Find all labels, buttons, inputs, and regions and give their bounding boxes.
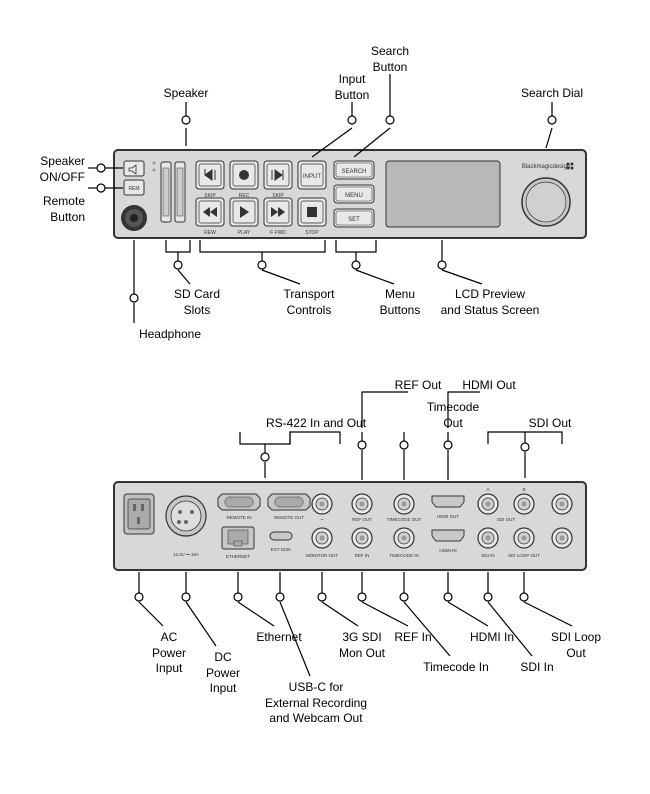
label-sdi-mon: 3G SDI Mon Out: [332, 630, 392, 661]
svg-text:EXT DISK: EXT DISK: [271, 547, 291, 552]
front-panel: REM SKIP REC SKIP INPUT REW: [114, 150, 586, 238]
svg-text:TIMECODE IN: TIMECODE IN: [389, 553, 419, 558]
label-ethernet: Ethernet: [249, 630, 309, 646]
label-ref-out: REF Out: [388, 378, 448, 394]
svg-text:SEARCH: SEARCH: [341, 169, 366, 175]
svg-text:HDMI OUT: HDMI OUT: [437, 514, 459, 519]
label-dc: DC Power Input: [198, 650, 248, 697]
svg-text:REF IN: REF IN: [355, 553, 370, 558]
label-usbc: USB-C for External Recording and Webcam …: [256, 680, 376, 727]
svg-text:MENU: MENU: [345, 193, 363, 199]
label-sdi-in: SDI In: [512, 660, 562, 676]
svg-text:REMOTE IN: REMOTE IN: [226, 515, 251, 520]
label-menu-buttons: Menu Buttons: [370, 287, 430, 318]
label-timecode-in: Timecode In: [416, 660, 496, 676]
svg-text:ETHERNET: ETHERNET: [226, 554, 251, 559]
label-speaker: Speaker: [156, 86, 216, 102]
label-hdmi-out: HDMI Out: [454, 378, 524, 394]
svg-text:SET: SET: [348, 217, 360, 223]
label-ac: AC Power Input: [144, 630, 194, 677]
svg-text:REF OUT: REF OUT: [352, 517, 372, 522]
label-search-dial: Search Dial: [512, 86, 592, 102]
label-sdi-loop: SDI Loop Out: [546, 630, 606, 661]
label-hdmi-in: HDMI In: [462, 630, 522, 646]
label-timecode-out: Timecode Out: [418, 400, 488, 431]
svg-text:STOP: STOP: [305, 230, 319, 236]
svg-text:TIMECODE OUT: TIMECODE OUT: [387, 517, 422, 522]
label-rs422: RS-422 In and Out: [256, 416, 376, 432]
svg-text:MONITOR OUT: MONITOR OUT: [306, 553, 338, 558]
label-ref-in: REF In: [388, 630, 438, 646]
label-headphone: Headphone: [130, 327, 210, 343]
svg-text:A: A: [486, 487, 489, 492]
label-remote-button: Remote Button: [30, 194, 85, 225]
label-speaker-onoff: Speaker ON/OFF: [30, 154, 85, 185]
svg-text:PLAY: PLAY: [238, 230, 251, 236]
svg-text:HDMI IN: HDMI IN: [439, 548, 456, 553]
svg-text:REMOTE OUT: REMOTE OUT: [274, 515, 304, 520]
label-input-button: Input Button: [322, 72, 382, 103]
label-sdi-out: SDI Out: [520, 416, 580, 432]
svg-text:SDI LOOP OUT: SDI LOOP OUT: [508, 553, 540, 558]
label-search-button: Search Button: [360, 44, 420, 75]
label-transport: Transport Controls: [274, 287, 344, 318]
svg-text:12.5V ⎓ 18A: 12.5V ⎓ 18A: [173, 552, 199, 557]
label-lcd: LCD Preview and Status Screen: [430, 287, 550, 318]
svg-text:F FWD: F FWD: [270, 230, 286, 236]
svg-text:SDI OUT: SDI OUT: [497, 517, 516, 522]
svg-text:Blackmagicdesign: Blackmagicdesign: [522, 164, 570, 170]
back-panel: 12.5V ⎓ 18A REMOTE IN ETHERNET REMOTE OU…: [114, 482, 586, 570]
svg-text:B: B: [522, 487, 525, 492]
svg-text:REM: REM: [128, 186, 139, 192]
svg-text:SDI IN: SDI IN: [481, 553, 494, 558]
label-sd-slots: SD Card Slots: [167, 287, 227, 318]
svg-text:INPUT: INPUT: [303, 174, 321, 180]
svg-text:REW: REW: [204, 230, 216, 236]
